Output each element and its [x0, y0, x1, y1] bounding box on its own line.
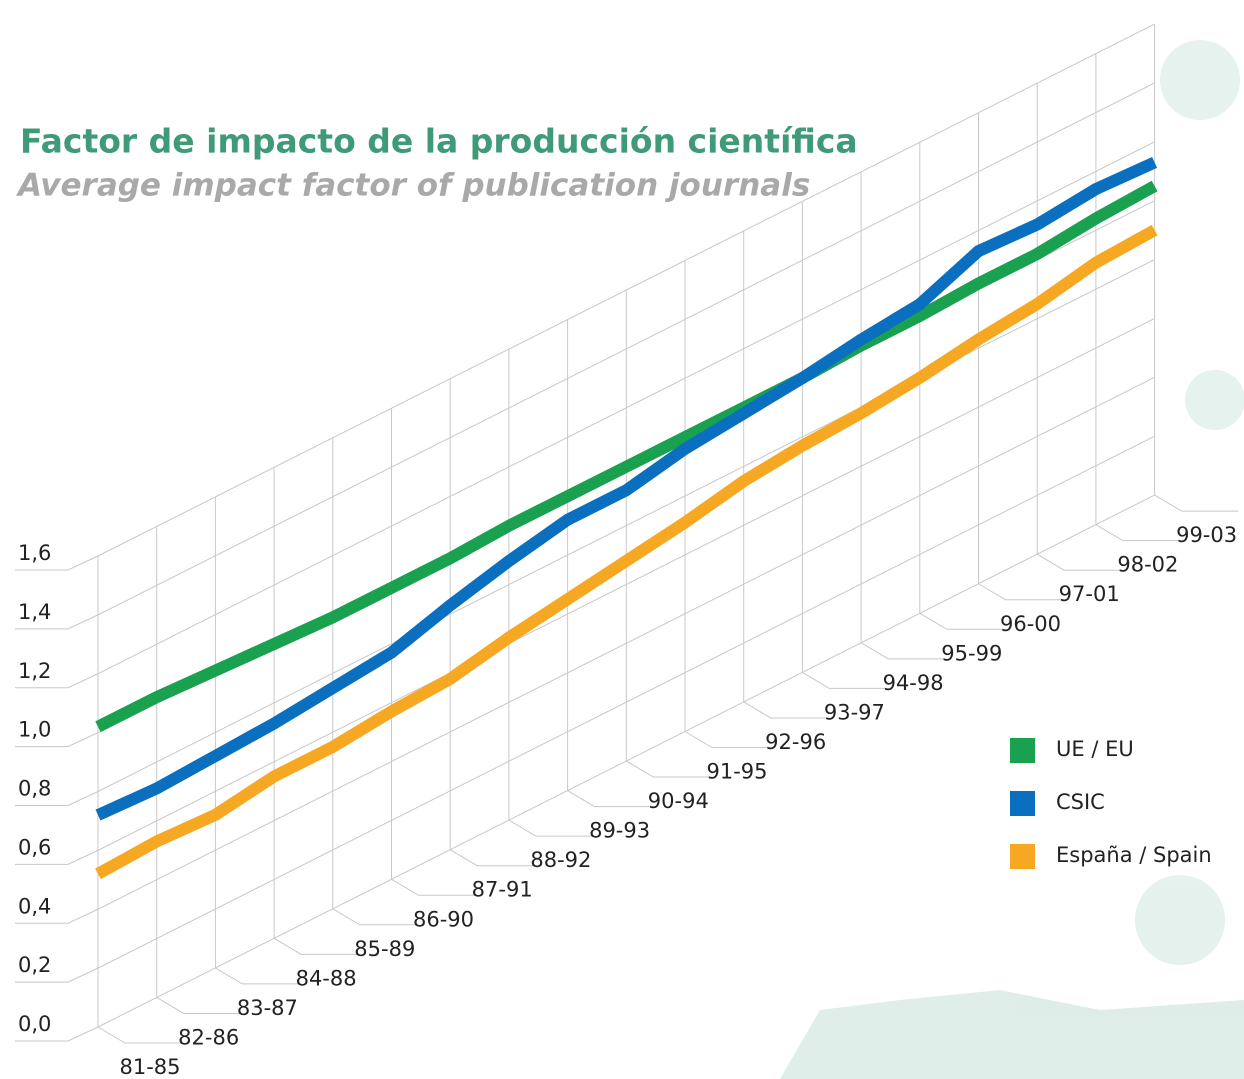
legend-swatch — [1010, 738, 1035, 763]
category-leader — [1036, 553, 1122, 571]
tick-mark — [15, 1026, 99, 1042]
x-tick-label: 99-03 — [1176, 523, 1237, 547]
category-leader — [215, 967, 300, 985]
category-leader — [97, 1026, 182, 1044]
tick-mark — [15, 673, 99, 689]
chart-subtitle: Average impact factor of publication jou… — [15, 168, 810, 204]
tick-mark — [15, 791, 99, 806]
series-line — [95, 224, 1158, 880]
category-leader — [626, 760, 711, 778]
tick-mark — [15, 732, 99, 748]
category-leader — [449, 849, 535, 867]
x-tick-label: 93-97 — [824, 700, 885, 724]
y-tick-label: 1,6 — [18, 541, 51, 565]
x-tick-label: 83-87 — [237, 996, 298, 1020]
legend-swatch — [1010, 791, 1035, 816]
y-tick-label: 0,4 — [18, 894, 51, 918]
x-tick-label: 82-86 — [178, 1025, 239, 1049]
x-tick-label: 97-01 — [1059, 582, 1120, 606]
category-leader — [508, 819, 593, 837]
y-tick-label: 0,2 — [18, 953, 51, 977]
category-leader — [978, 583, 1063, 601]
legend-label: CSIC — [1056, 790, 1105, 814]
legend-label: España / Spain — [1056, 843, 1212, 867]
tick-mark — [15, 555, 99, 571]
x-tick-label: 85-89 — [354, 937, 415, 961]
category-leader — [156, 997, 241, 1014]
x-tick-label: 92-96 — [765, 730, 826, 754]
category-leader — [391, 878, 476, 896]
x-tick-label: 87-91 — [472, 878, 533, 902]
tick-mark — [15, 908, 99, 924]
category-leader — [860, 642, 946, 660]
x-tick-label: 98-02 — [1117, 553, 1178, 577]
category-leader — [273, 937, 359, 955]
y-tick-label: 1,0 — [18, 718, 51, 742]
decoration — [780, 40, 1244, 1079]
y-tick-label: 0,0 — [18, 1012, 51, 1036]
tick-mark — [15, 614, 99, 630]
x-tick-label: 88-92 — [530, 848, 591, 872]
tick-mark — [15, 967, 99, 983]
x-tick-label: 91-95 — [706, 760, 767, 784]
grid: 0,0 0,2 0,4 0,6 0,8 1,0 1,2 1,4 1,6 81-85 82-86 83-… — [15, 23, 1239, 1079]
series-line — [95, 180, 1158, 733]
y-tick-label: 1,2 — [18, 659, 51, 683]
category-leader — [1154, 494, 1239, 512]
x-tick-label: 95-99 — [941, 641, 1002, 665]
x-tick-label: 84-88 — [296, 966, 357, 990]
x-tick-label: 94-98 — [883, 671, 944, 695]
category-leader — [332, 908, 417, 926]
y-tick-label: 0,8 — [18, 777, 51, 801]
y-tick-label: 1,4 — [18, 600, 51, 624]
x-tick-label: 86-90 — [413, 907, 474, 931]
legend-swatch — [1010, 844, 1035, 869]
x-tick-label: 81-85 — [119, 1055, 180, 1079]
legend-label: UE / EU — [1056, 737, 1134, 761]
x-tick-label: 89-93 — [589, 819, 650, 843]
category-leader — [684, 731, 769, 748]
series-line — [95, 156, 1158, 821]
category-leader — [1095, 524, 1180, 542]
category-leader — [802, 671, 887, 689]
category-leader — [567, 790, 652, 808]
category-leader — [743, 701, 828, 719]
legend: UE / EU CSIC España / Spain — [1010, 737, 1212, 869]
chart-title: Factor de impacto de la producción cient… — [20, 122, 858, 161]
tick-mark — [15, 849, 99, 865]
series — [95, 156, 1158, 880]
category-leader — [919, 612, 1004, 630]
x-tick-label: 96-00 — [1000, 612, 1061, 636]
y-tick-label: 0,6 — [18, 835, 51, 859]
x-tick-label: 90-94 — [648, 789, 709, 813]
